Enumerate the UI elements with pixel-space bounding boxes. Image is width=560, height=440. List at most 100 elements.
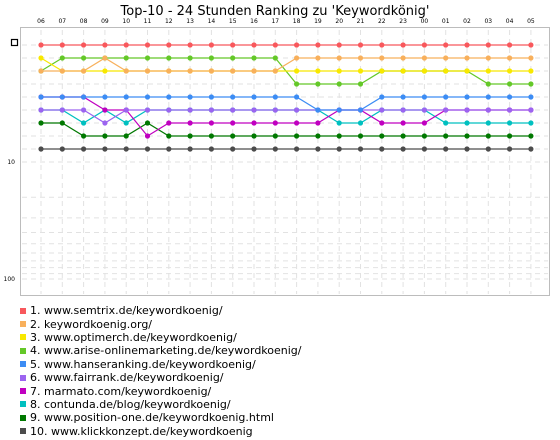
data-point [464, 68, 470, 74]
y-tick-labels: 10 100 [4, 159, 16, 283]
data-point [187, 107, 193, 113]
data-point [464, 120, 470, 126]
data-point [38, 55, 44, 61]
x-tick-label: 09 [101, 18, 109, 25]
data-point [294, 120, 300, 126]
data-point [251, 55, 257, 61]
data-point [400, 120, 406, 126]
data-point [357, 42, 364, 48]
data-point [421, 94, 427, 100]
legend-label: 4. www.arise-onlinemarketing.de/keywordk… [30, 344, 302, 358]
data-point [81, 107, 87, 113]
data-point [208, 42, 214, 48]
data-point [144, 120, 151, 126]
x-tick-label: 05 [527, 18, 535, 25]
x-tick-label: 16 [250, 18, 258, 25]
data-point [251, 42, 257, 48]
data-point [315, 146, 321, 152]
data-point [507, 107, 513, 113]
data-point [528, 81, 534, 87]
legend-label: 6. www.fairrank.de/keywordkoenig/ [30, 371, 224, 385]
data-point [81, 55, 87, 61]
data-point [400, 107, 406, 113]
data-point [123, 146, 129, 152]
data-point [421, 42, 427, 48]
data-point [528, 146, 534, 152]
data-point [166, 120, 172, 126]
data-point [166, 133, 172, 139]
data-point [102, 55, 108, 61]
legend-label: 2. keywordkoenig.org/ [30, 317, 153, 331]
data-point [38, 94, 44, 100]
data-point [251, 94, 257, 100]
x-tick-label: 08 [80, 18, 88, 25]
data-point [123, 107, 129, 113]
data-point [166, 94, 172, 100]
data-point [315, 107, 321, 113]
data-point [208, 146, 214, 152]
data-point [187, 68, 193, 74]
data-point [485, 81, 491, 87]
x-tick-label: 23 [399, 18, 407, 25]
data-point [251, 146, 257, 152]
data-point [443, 55, 449, 61]
data-point [59, 120, 65, 126]
data-point [38, 107, 44, 113]
data-point [485, 94, 491, 100]
data-point [102, 120, 108, 126]
legend-label: 1. www.semtrix.de/keywordkoenig/ [30, 304, 223, 318]
legend-item: 6. www.fairrank.de/keywordkoenig/ [20, 371, 302, 384]
data-point [379, 55, 385, 61]
data-point [336, 55, 342, 61]
x-tick-label: 03 [484, 18, 492, 25]
data-point [144, 107, 151, 113]
data-point [421, 68, 427, 74]
legend-item: 9. www.position-one.de/keywordkoenig.htm… [20, 411, 302, 424]
data-point [507, 120, 513, 126]
data-point [443, 107, 449, 113]
data-point [379, 94, 385, 100]
data-point [102, 94, 108, 100]
data-point [123, 133, 129, 139]
data-point [38, 146, 44, 152]
data-point [187, 55, 193, 61]
data-point [294, 42, 300, 48]
data-point [528, 55, 534, 61]
data-point [123, 94, 129, 100]
data-point [187, 146, 193, 152]
x-tick-label: 19 [314, 18, 322, 25]
data-point [187, 133, 193, 139]
legend-item: 5. www.hanseranking.de/keywordkoenig/ [20, 358, 302, 371]
data-point [336, 81, 342, 87]
series-line [41, 122, 531, 137]
data-point [400, 133, 406, 139]
data-point [251, 107, 257, 113]
data-point [379, 42, 385, 48]
data-point [230, 133, 236, 139]
data-point [528, 42, 534, 48]
data-point [144, 133, 151, 139]
x-tick-label: 14 [208, 18, 216, 25]
data-point [272, 133, 278, 139]
data-point [400, 68, 406, 74]
data-point [144, 55, 151, 61]
x-tick-label: 21 [357, 18, 365, 25]
series-line [40, 57, 531, 72]
data-point [144, 94, 151, 100]
data-point [507, 146, 513, 152]
data-point [379, 133, 385, 139]
data-point [421, 133, 427, 139]
data-point [507, 94, 513, 100]
data-point [102, 146, 108, 152]
y-tick-label: 10 [7, 159, 15, 166]
data-point [336, 146, 342, 152]
data-point [357, 81, 364, 87]
data-point [400, 94, 406, 100]
x-tick-label: 15 [229, 18, 237, 25]
data-point [379, 120, 385, 126]
data-point [315, 55, 321, 61]
data-point [507, 55, 513, 61]
legend-swatch-icon [20, 388, 26, 395]
data-point [166, 55, 172, 61]
data-point [315, 81, 321, 87]
